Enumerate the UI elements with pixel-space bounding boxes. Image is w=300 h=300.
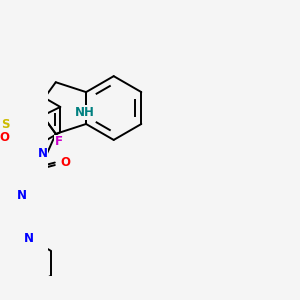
- Text: F: F: [55, 136, 63, 148]
- Text: N: N: [24, 232, 34, 245]
- Text: N: N: [38, 147, 48, 160]
- Text: NH: NH: [74, 106, 94, 119]
- Text: N: N: [17, 189, 27, 203]
- Text: S: S: [1, 118, 10, 131]
- Text: O: O: [61, 156, 71, 169]
- Text: O: O: [0, 130, 9, 144]
- Text: N: N: [0, 134, 5, 147]
